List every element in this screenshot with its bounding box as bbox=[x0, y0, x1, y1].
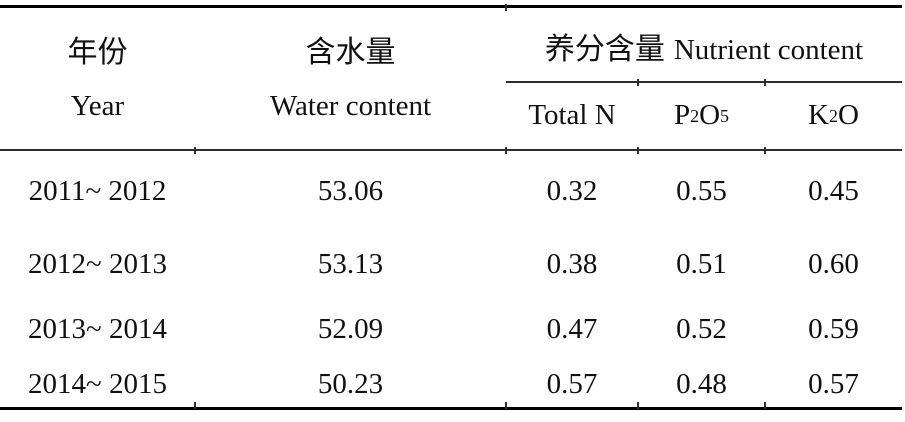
header-total-n: Total N bbox=[528, 99, 616, 132]
cell-p2o5: 0.55 bbox=[676, 175, 727, 208]
border-tick bbox=[637, 79, 639, 86]
cell-water-content: 53.13 bbox=[317, 248, 384, 281]
cell-water-content: 52.09 bbox=[317, 313, 384, 346]
cell-year: 2014~ 2015 bbox=[28, 367, 167, 400]
border-tick bbox=[505, 4, 507, 11]
table-rule-nutrient-group bbox=[506, 81, 902, 83]
cell-water-content: 50.23 bbox=[317, 367, 384, 400]
border-tick bbox=[764, 402, 766, 409]
table-rule-top bbox=[0, 5, 902, 8]
cell-k2o: 0.57 bbox=[808, 367, 859, 400]
header-nutrient-group: 养分含量 Nutrient content bbox=[506, 8, 902, 82]
cell-k2o: 0.60 bbox=[808, 248, 859, 281]
cell-k2o: 0.45 bbox=[808, 175, 859, 208]
header-water-en: Water content bbox=[269, 89, 432, 122]
p2o5-base: P bbox=[673, 99, 691, 132]
border-tick bbox=[505, 402, 507, 409]
cell-p2o5: 0.52 bbox=[676, 313, 727, 346]
cell-year: 2011~ 2012 bbox=[28, 175, 167, 208]
table-rule-header-bottom bbox=[0, 149, 902, 151]
k2o-base: O bbox=[837, 99, 859, 132]
border-tick bbox=[764, 79, 766, 86]
header-year-en: Year bbox=[70, 89, 125, 122]
cell-year: 2013~ 2014 bbox=[28, 313, 167, 346]
cell-year: 2012~ 2013 bbox=[28, 248, 167, 281]
header-water-content: 含水量 Water content bbox=[195, 8, 506, 150]
cell-total-n: 0.47 bbox=[546, 313, 598, 346]
header-year: 年份 Year bbox=[0, 8, 195, 150]
cell-p2o5: 0.51 bbox=[676, 248, 727, 281]
border-tick bbox=[637, 147, 639, 154]
border-tick bbox=[505, 147, 507, 154]
cell-total-n: 0.32 bbox=[546, 175, 598, 208]
cell-k2o: 0.59 bbox=[808, 313, 859, 346]
cell-p2o5: 0.48 bbox=[676, 367, 727, 400]
border-tick bbox=[637, 402, 639, 409]
header-water-zh: 含水量 bbox=[305, 35, 396, 69]
cell-water-content: 53.06 bbox=[317, 175, 384, 208]
k2o-base: K bbox=[808, 99, 829, 132]
p2o5-base: O bbox=[699, 99, 721, 132]
border-tick bbox=[764, 147, 766, 154]
header-nutrient-en: Nutrient content bbox=[673, 33, 864, 66]
table-rule-bottom bbox=[0, 407, 902, 410]
cell-total-n: 0.38 bbox=[546, 248, 598, 281]
border-tick bbox=[194, 147, 196, 154]
header-year-zh: 年份 bbox=[67, 35, 128, 69]
cell-total-n: 0.57 bbox=[546, 367, 598, 400]
header-nutrient-zh: 养分含量 bbox=[544, 33, 665, 66]
border-tick bbox=[194, 402, 196, 409]
